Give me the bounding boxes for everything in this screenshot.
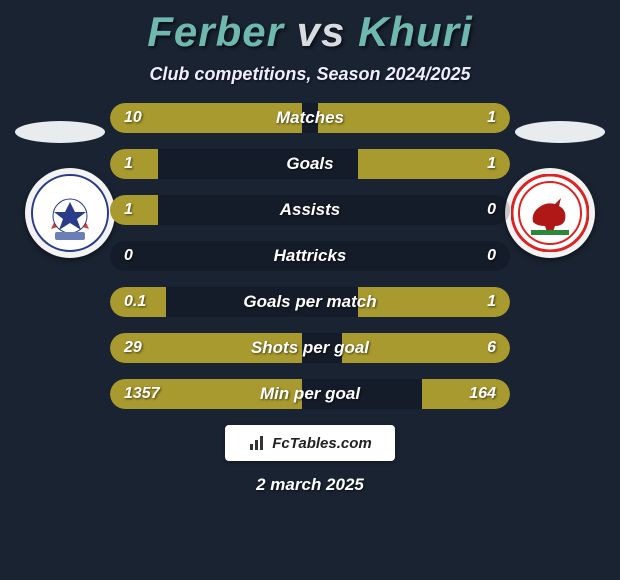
stat-value-right: 0	[487, 195, 496, 225]
stat-row: Goals1 1	[110, 149, 510, 179]
stat-value-right: 1	[487, 287, 496, 317]
stat-value-left: 1	[124, 149, 133, 179]
brand-text: FcTables.com	[272, 435, 371, 452]
comparison-title: Ferber vs Khuri	[0, 0, 620, 56]
club-badge-right-icon	[511, 174, 589, 252]
player1-club-badge	[25, 168, 115, 258]
chart-icon	[248, 434, 266, 452]
stats-arena: Matches101Goals11Assists10Hattricks00Goa…	[0, 103, 620, 409]
player2-avatar-placeholder	[515, 121, 605, 143]
stat-value-left: 0.1	[124, 287, 146, 317]
stat-value-right: 1	[487, 103, 496, 133]
player2-name: Khuri	[358, 8, 473, 55]
player2-club-badge	[505, 168, 595, 258]
date-text: 2 march 2025	[0, 475, 620, 495]
player1-avatar-placeholder	[15, 121, 105, 143]
stat-label: Hattricks	[110, 241, 510, 271]
stat-row: Matches10 1	[110, 103, 510, 133]
stat-value-left: 10	[124, 103, 142, 133]
stat-label: Assists	[110, 195, 510, 225]
stat-value-right: 6	[487, 333, 496, 363]
stat-label: Goals	[110, 149, 510, 179]
brand-watermark[interactable]: FcTables.com	[225, 425, 395, 461]
stat-label: Matches	[110, 103, 510, 133]
stat-value-right: 0	[487, 241, 496, 271]
stat-row: Min per goal1357 164	[110, 379, 510, 409]
stat-value-right: 1	[487, 149, 496, 179]
subtitle: Club competitions, Season 2024/2025	[0, 64, 620, 85]
stat-value-left: 0	[124, 241, 133, 271]
stat-row: Assists1 0	[110, 195, 510, 225]
vs-text: vs	[297, 8, 346, 55]
stat-value-left: 29	[124, 333, 142, 363]
stat-value-right: 164	[469, 379, 496, 409]
club-badge-left-icon	[31, 174, 109, 252]
stat-label: Shots per goal	[110, 333, 510, 363]
stats-list: Matches101Goals11Assists10Hattricks00Goa…	[110, 103, 510, 409]
stat-label: Goals per match	[110, 287, 510, 317]
stat-value-left: 1	[124, 195, 133, 225]
stat-row: Hattricks0 0	[110, 241, 510, 271]
player1-name: Ferber	[147, 8, 284, 55]
stat-value-left: 1357	[124, 379, 160, 409]
stat-row: Goals per match0.1 1	[110, 287, 510, 317]
stat-label: Min per goal	[110, 379, 510, 409]
stat-row: Shots per goal29 6	[110, 333, 510, 363]
